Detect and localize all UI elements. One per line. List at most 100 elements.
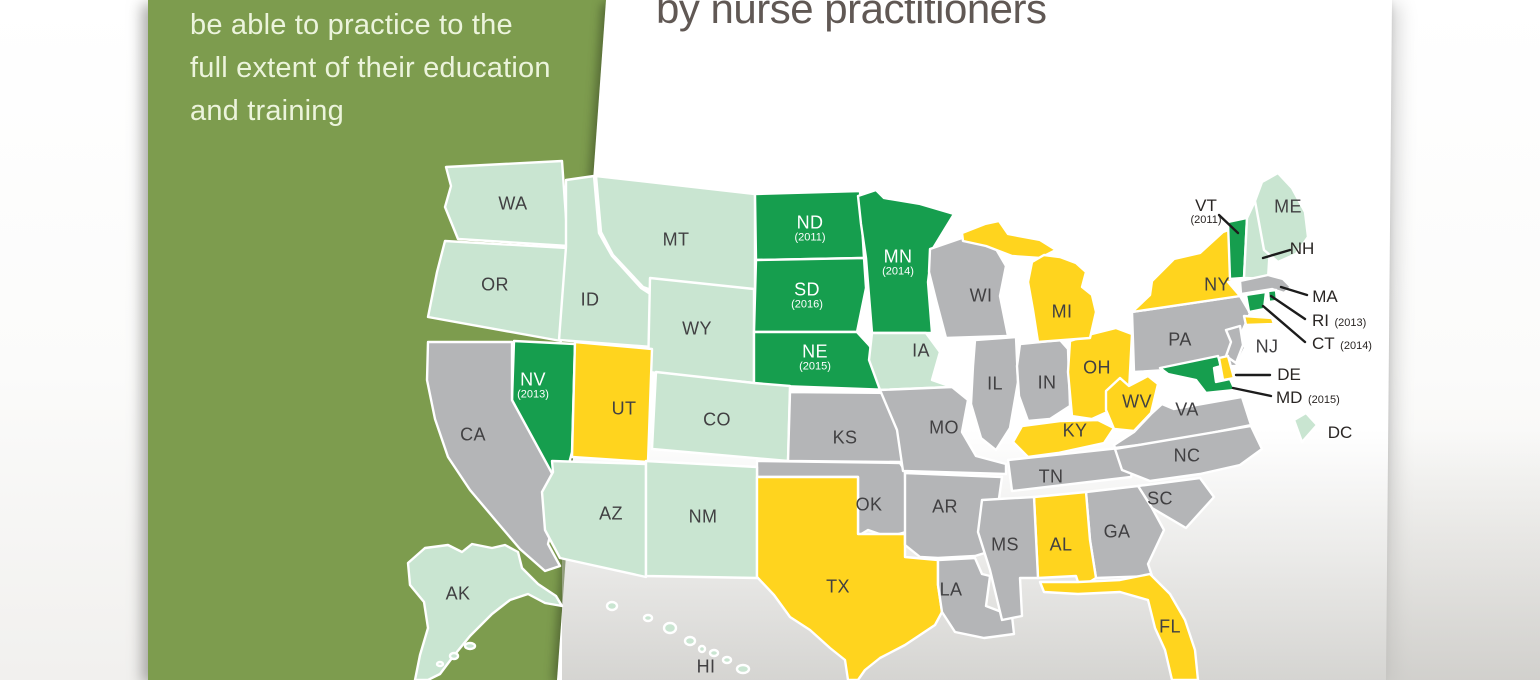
state-label-mn: MN (2014) <box>882 246 914 278</box>
state-label-nv: NV (2013) <box>517 369 549 401</box>
state-label-sc: SC <box>1147 488 1173 509</box>
state-label-ms: MS <box>991 534 1019 555</box>
state-in <box>1015 338 1072 423</box>
nh-callout-line <box>1261 248 1292 260</box>
state-label-nd: ND (2011) <box>794 212 826 244</box>
state-label-ny: NY <box>1204 274 1230 295</box>
callout-label-ma: MA <box>1312 287 1338 306</box>
state-label-ok: OK <box>855 494 883 515</box>
state-label-tx: TX <box>826 576 850 597</box>
state-label-la: LA <box>939 579 963 600</box>
ak-island <box>435 660 445 668</box>
state-label-nj: NJ <box>1255 336 1279 357</box>
state-mi-upper <box>960 219 1058 260</box>
state-label-az: AZ <box>599 503 623 524</box>
state-label-wi: WI <box>969 285 993 306</box>
state-label-pa: PA <box>1168 329 1192 350</box>
state-label-id: ID <box>580 289 600 310</box>
state-label-nc: NC <box>1173 445 1201 466</box>
callout-label-dc: DC <box>1327 423 1353 442</box>
ct-callout-line <box>1261 304 1307 344</box>
state-label-mi: MI <box>1051 301 1073 322</box>
state-tn <box>1006 444 1140 493</box>
state-year-ne: (2015) <box>799 360 831 373</box>
state-year-mn: (2014) <box>882 265 914 278</box>
state-label-al: AL <box>1049 534 1073 555</box>
state-de <box>1217 354 1236 382</box>
hi-island <box>683 635 697 647</box>
ri-callout-line <box>1269 294 1307 321</box>
page-title: by nurse practitioners <box>656 0 1047 32</box>
state-label-nm: NM <box>688 506 718 527</box>
vt-callout-line <box>1217 213 1240 235</box>
state-year-sd: (2016) <box>791 298 823 311</box>
state-ca <box>425 340 568 573</box>
state-label-or: OR <box>481 274 509 295</box>
callout-label-ct: CT (2014) <box>1312 334 1372 353</box>
state-label-wy: WY <box>682 318 712 339</box>
callout-label-ri: RI (2013) <box>1312 311 1367 330</box>
callout-label-md: MD (2015) <box>1276 388 1340 407</box>
hi-island <box>642 613 654 623</box>
state-label-ca: CA <box>460 424 486 445</box>
state-ms <box>976 495 1040 622</box>
md-callout-line <box>1231 386 1273 398</box>
state-label-hi: HI <box>696 656 716 677</box>
hi-island <box>605 600 619 612</box>
state-label-ne: NE (2015) <box>799 341 831 373</box>
state-label-ia: IA <box>912 340 930 361</box>
state-wi <box>927 236 1010 340</box>
state-label-ky: KY <box>1062 420 1088 441</box>
state-or <box>426 239 570 343</box>
hi-island <box>662 621 678 635</box>
state-label-in: IN <box>1037 372 1057 393</box>
state-pa <box>1130 294 1252 374</box>
state-sd <box>752 256 868 334</box>
state-wa <box>443 159 570 248</box>
hi-island <box>697 644 707 654</box>
state-label-wv: WV <box>1122 391 1152 412</box>
callout-label-de: DE <box>1277 365 1301 384</box>
state-label-il: IL <box>987 373 1003 394</box>
state-mo <box>878 385 1008 476</box>
state-ia <box>867 331 954 392</box>
callout-label-vt: VT (2011) <box>1190 196 1222 226</box>
state-label-me: ME <box>1274 196 1302 217</box>
state-mi-lower <box>1026 253 1098 344</box>
callout-lines <box>1217 213 1309 398</box>
state-label-va: VA <box>1175 399 1199 420</box>
state-label-co: CO <box>703 409 731 430</box>
sidebar-statement: be able to practice to the full extent o… <box>190 9 551 127</box>
state-year-nv: (2013) <box>517 388 549 401</box>
state-label-mo: MO <box>929 417 959 438</box>
state-nj <box>1224 324 1245 365</box>
state-ky <box>1011 418 1116 459</box>
state-label-oh: OH <box>1083 357 1111 378</box>
state-label-mt: MT <box>662 229 690 250</box>
dc-diamond-icon <box>1292 411 1319 444</box>
state-label-ks: KS <box>832 427 858 448</box>
state-wv <box>1104 374 1160 433</box>
state-label-wa: WA <box>498 193 528 214</box>
state-il <box>969 335 1020 452</box>
ma-callout-line <box>1279 285 1309 297</box>
ak-island <box>448 651 460 661</box>
state-id <box>557 174 657 349</box>
state-ny-long-island <box>1242 314 1276 327</box>
state-label-ut: UT <box>611 398 637 419</box>
ak-island <box>463 641 477 651</box>
state-ct <box>1244 290 1268 314</box>
hi-island <box>708 648 720 658</box>
state-nc <box>1113 424 1264 483</box>
state-label-tn: TN <box>1038 466 1064 487</box>
state-label-ga: GA <box>1103 521 1131 542</box>
state-ar <box>903 471 1004 560</box>
state-label-ar: AR <box>932 496 958 517</box>
state-label-sd: SD (2016) <box>791 279 823 311</box>
state-label-fl: FL <box>1159 616 1181 637</box>
hi-island <box>721 655 733 665</box>
hi-island <box>735 663 751 675</box>
state-fl <box>1038 572 1200 680</box>
